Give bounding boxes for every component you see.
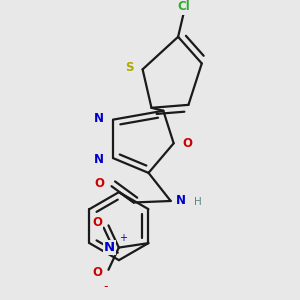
Text: S: S — [125, 61, 134, 74]
Text: Cl: Cl — [178, 0, 190, 13]
Text: N: N — [94, 112, 104, 125]
Text: -: - — [104, 280, 108, 292]
Text: N: N — [94, 153, 104, 166]
Text: O: O — [92, 216, 102, 229]
Text: H: H — [194, 197, 202, 208]
Text: O: O — [94, 177, 104, 190]
Text: O: O — [183, 137, 193, 150]
Text: N: N — [104, 241, 115, 254]
Text: +: + — [119, 233, 127, 243]
Text: N: N — [176, 194, 186, 207]
Text: O: O — [92, 266, 102, 279]
